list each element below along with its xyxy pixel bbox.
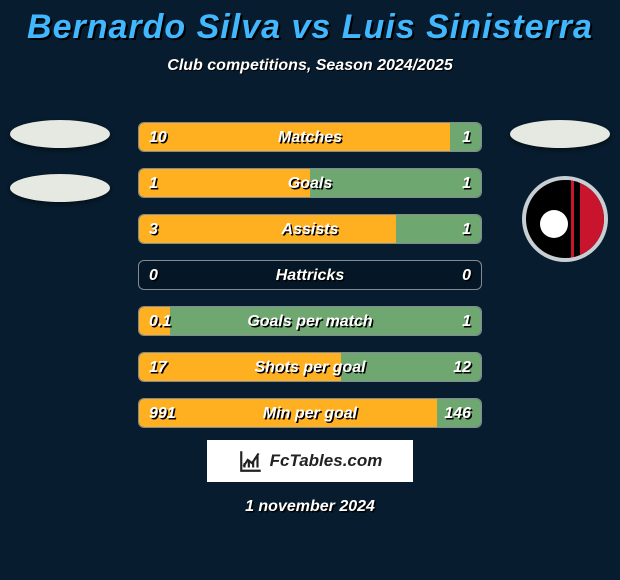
stats-table: 101Matches 11Goals 31Assists 00Hattricks 0.1… <box>138 122 482 444</box>
brand-logo: FcTables.com <box>207 440 413 482</box>
stat-row: 00Hattricks <box>138 260 482 290</box>
stat-row: 1712Shots per goal <box>138 352 482 382</box>
stat-label: Matches <box>139 123 481 152</box>
chart-icon <box>238 448 264 474</box>
stat-label: Assists <box>139 215 481 244</box>
stat-label: Goals <box>139 169 481 198</box>
stat-row: 31Assists <box>138 214 482 244</box>
stat-label: Shots per goal <box>139 353 481 382</box>
brand-text: FcTables.com <box>270 451 383 471</box>
placeholder-ellipse <box>510 120 610 148</box>
placeholder-ellipse <box>10 174 110 202</box>
club-logo-bournemouth <box>522 176 608 262</box>
stat-row: 101Matches <box>138 122 482 152</box>
left-player-badge <box>10 120 110 220</box>
subtitle: Club competitions, Season 2024/2025 <box>0 57 620 75</box>
stat-row: 0.11Goals per match <box>138 306 482 336</box>
stat-label: Min per goal <box>139 399 481 428</box>
stat-label: Goals per match <box>139 307 481 336</box>
date-label: 1 november 2024 <box>0 498 620 516</box>
page-title: Bernardo Silva vs Luis Sinisterra <box>0 0 620 47</box>
stat-label: Hattricks <box>139 261 481 290</box>
stat-row: 991146Min per goal <box>138 398 482 428</box>
placeholder-ellipse <box>10 120 110 148</box>
stat-row: 11Goals <box>138 168 482 198</box>
